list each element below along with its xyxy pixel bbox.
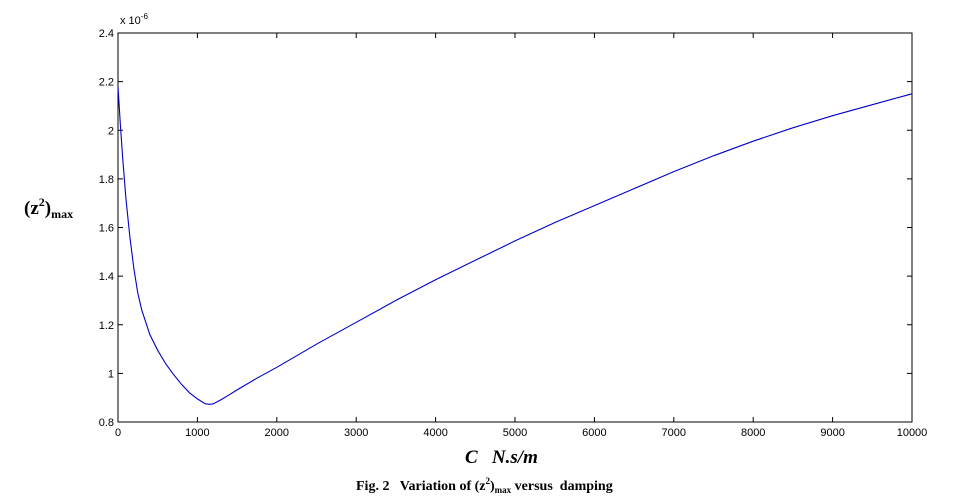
x-tick-label: 10000 bbox=[897, 427, 928, 439]
y-tick-label: 1.8 bbox=[99, 174, 114, 186]
x-tick-label: 5000 bbox=[503, 427, 527, 439]
plot-area bbox=[117, 32, 913, 423]
figure-caption: Fig. 2 Variation of (z2)max versus dampi… bbox=[356, 476, 613, 495]
y-tick-label: 2.2 bbox=[99, 77, 114, 89]
y-tick-label: 0.8 bbox=[99, 417, 114, 429]
y-tick-label: 2.4 bbox=[99, 28, 114, 40]
x-tick-label: 4000 bbox=[423, 427, 447, 439]
x-tick-label: 7000 bbox=[662, 427, 686, 439]
y-tick-label: 1.2 bbox=[99, 320, 114, 332]
x-tick-label: 9000 bbox=[820, 427, 844, 439]
x-axis-label: C N.s/m bbox=[465, 447, 538, 468]
y-axis-label: (z2)max bbox=[24, 195, 73, 221]
x-tick-label: 3000 bbox=[344, 427, 368, 439]
y-tick-label: 2 bbox=[108, 125, 114, 137]
y-tick-label: 1.4 bbox=[99, 271, 114, 283]
x-tick-label: 0 bbox=[115, 427, 121, 439]
x-tick-label: 6000 bbox=[582, 427, 606, 439]
axis-exponent: x 10-6 bbox=[120, 12, 148, 27]
tick-marks bbox=[117, 32, 913, 423]
x-tick-label: 1000 bbox=[185, 427, 209, 439]
y-tick-labels: 0.8 1 1.2 1.4 1.6 1.8 2 2.2 2.4 bbox=[99, 28, 114, 429]
y-tick-label: 1.6 bbox=[99, 223, 114, 235]
x-tick-label: 8000 bbox=[741, 427, 765, 439]
series-line bbox=[117, 86, 913, 405]
y-tick-label: 1 bbox=[108, 368, 114, 380]
x-tick-label: 2000 bbox=[265, 427, 289, 439]
x-tick-labels: 0 1000 2000 3000 4000 5000 6000 7000 8000 9000 100… bbox=[115, 427, 927, 439]
